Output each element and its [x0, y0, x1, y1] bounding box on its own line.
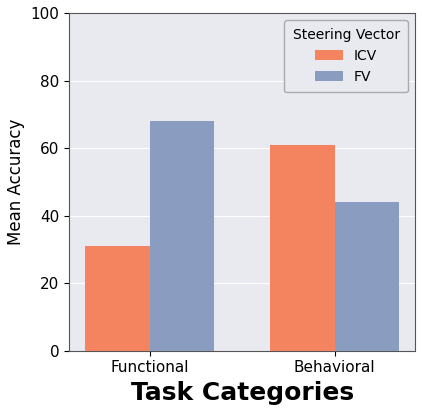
Y-axis label: Mean Accuracy: Mean Accuracy [7, 119, 25, 245]
X-axis label: Task Categories: Task Categories [130, 381, 354, 405]
Bar [149, 121, 214, 351]
Bar [85, 246, 149, 351]
Bar [335, 202, 399, 351]
Bar [270, 145, 335, 351]
Legend: ICV, FV: ICV, FV [284, 20, 408, 92]
